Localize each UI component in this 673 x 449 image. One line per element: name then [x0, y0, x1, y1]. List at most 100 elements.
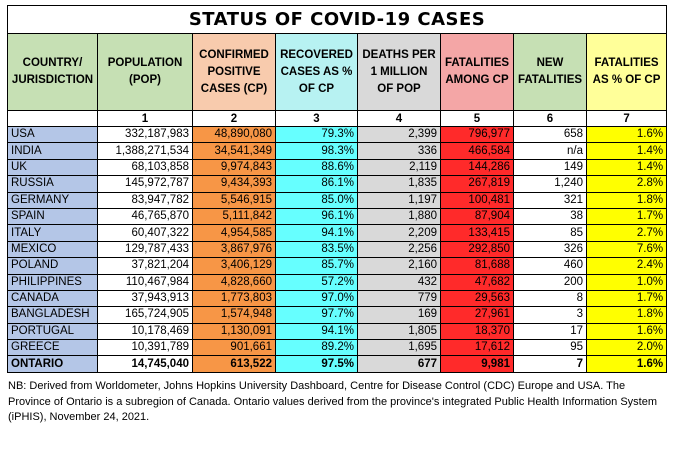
cell: 165,724,905 — [97, 306, 193, 324]
cell: 2,399 — [357, 125, 441, 144]
cell: 200 — [513, 273, 587, 291]
header-row: COUNTRY/ JURISDICTION POPULATION (POP) CON… — [7, 33, 668, 111]
cell: 2.7% — [585, 224, 668, 242]
cell: 1.4% — [585, 142, 668, 160]
cell: 267,819 — [440, 175, 514, 193]
column-header: FATALITIES AMONG CP — [440, 33, 514, 111]
table-wrap: STATUS OF COVID-19 CASES COUNTRY/ JURISDI… — [6, 5, 668, 373]
cell: 10,178,469 — [97, 322, 193, 341]
cell: 2,160 — [357, 257, 441, 275]
cell: 8 — [513, 289, 587, 308]
cell: 901,661 — [192, 339, 276, 357]
column-number: 1 — [97, 110, 193, 127]
cell: 5,546,915 — [192, 191, 276, 209]
data-row: MEXICO 129,787,433 3,867,976 83.5% 2,256 292,… — [7, 240, 668, 259]
cell: 2.0% — [585, 339, 668, 357]
cell: 9,981 — [440, 355, 514, 373]
cell: 133,415 — [440, 224, 514, 242]
data-row: GREECE 10,391,789 901,661 89.2% 1,695 17,612 9… — [7, 339, 668, 357]
cell: 5,111,842 — [192, 207, 276, 226]
cell: 144,286 — [440, 158, 514, 177]
column-number: 6 — [513, 110, 587, 127]
cell: 336 — [357, 142, 441, 160]
cell: 94.1% — [275, 224, 358, 242]
cell: 1.6% — [585, 322, 668, 341]
column-header: POPULATION (POP) — [97, 33, 193, 111]
cell: 3 — [513, 306, 587, 324]
cell: 1,240 — [513, 175, 587, 193]
data-row: USA 332,187,983 48,890,080 79.3% 2,399 796,97… — [7, 125, 668, 144]
cell: 47,682 — [440, 273, 514, 291]
cell: 83,947,782 — [97, 191, 193, 209]
cell: 658 — [513, 125, 587, 144]
cell: 1.4% — [585, 158, 668, 177]
cell: ONTARIO — [7, 355, 98, 373]
cell: n/a — [513, 142, 587, 160]
cell: 466,584 — [440, 142, 514, 160]
cell: 10,391,789 — [97, 339, 193, 357]
cell: 94.1% — [275, 322, 358, 341]
cell: 1,388,271,534 — [97, 142, 193, 160]
cell: 37,943,913 — [97, 289, 193, 308]
column-number: 4 — [357, 110, 441, 127]
cell: 89.2% — [275, 339, 358, 357]
cell: 1.7% — [585, 207, 668, 226]
cell: 60,407,322 — [97, 224, 193, 242]
cell: 79.3% — [275, 125, 358, 144]
covid-table: STATUS OF COVID-19 CASES COUNTRY/ JURISDI… — [6, 5, 668, 373]
cell: INDIA — [7, 142, 98, 160]
cell: 34,541,349 — [192, 142, 276, 160]
cell: UK — [7, 158, 98, 177]
cell: 85.7% — [275, 257, 358, 275]
cell: 1,130,091 — [192, 322, 276, 341]
cell: 7 — [513, 355, 587, 373]
cell: 100,481 — [440, 191, 514, 209]
cell: 1.0% — [585, 273, 668, 291]
cell: 1.6% — [585, 355, 668, 373]
cell: 48,890,080 — [192, 125, 276, 144]
column-header: DEATHS PER 1 MILLION OF POP — [357, 33, 441, 111]
cell: 677 — [357, 355, 441, 373]
cell: USA — [7, 125, 98, 144]
cell: 85.0% — [275, 191, 358, 209]
cell: GREECE — [7, 339, 98, 357]
data-row: ONTARIO 14,745,040 613,522 97.5% 677 9,981 7 1.… — [7, 355, 668, 373]
column-header: COUNTRY/ JURISDICTION — [7, 33, 98, 111]
column-number: 5 — [440, 110, 514, 127]
cell: BANGLADESH — [7, 306, 98, 324]
title-row: STATUS OF COVID-19 CASES — [6, 5, 668, 34]
cell: 18,370 — [440, 322, 514, 341]
cell: 37,821,204 — [97, 257, 193, 275]
cell: 97.7% — [275, 306, 358, 324]
data-row: UK 68,103,858 9,974,843 88.6% 2,119 144,286 14… — [7, 158, 668, 177]
data-row: GERMANY 83,947,782 5,546,915 85.0% 1,197 100,… — [7, 191, 668, 209]
cell: 9,434,393 — [192, 175, 276, 193]
cell: POLAND — [7, 257, 98, 275]
data-row: PORTUGAL 10,178,469 1,130,091 94.1% 1,805 18,… — [7, 322, 668, 341]
cell: CANADA — [7, 289, 98, 308]
cell: MEXICO — [7, 240, 98, 259]
cell: 2,119 — [357, 158, 441, 177]
data-row: INDIA 1,388,271,534 34,541,349 98.3% 336 466,… — [7, 142, 668, 160]
cell: 321 — [513, 191, 587, 209]
cell: 7.6% — [585, 240, 668, 259]
footnote: NB: Derived from Worldometer, Johns Hopk… — [8, 380, 657, 423]
cell: 1.8% — [585, 191, 668, 209]
data-row: PHILIPPINES 110,467,984 4,828,660 57.2% 432 4… — [7, 273, 668, 291]
cell: 81,688 — [440, 257, 514, 275]
cell: PORTUGAL — [7, 322, 98, 341]
cell: 1,574,948 — [192, 306, 276, 324]
cell: 1,835 — [357, 175, 441, 193]
cell: 2.4% — [585, 257, 668, 275]
cell: 613,522 — [192, 355, 276, 373]
cell: 1.6% — [585, 125, 668, 144]
cell: 83.5% — [275, 240, 358, 259]
cell: 98.3% — [275, 142, 358, 160]
cell: ITALY — [7, 224, 98, 242]
cell: 27,961 — [440, 306, 514, 324]
cell: 17 — [513, 322, 587, 341]
column-header: NEW FATALITIES — [513, 33, 587, 111]
cell: 95 — [513, 339, 587, 357]
